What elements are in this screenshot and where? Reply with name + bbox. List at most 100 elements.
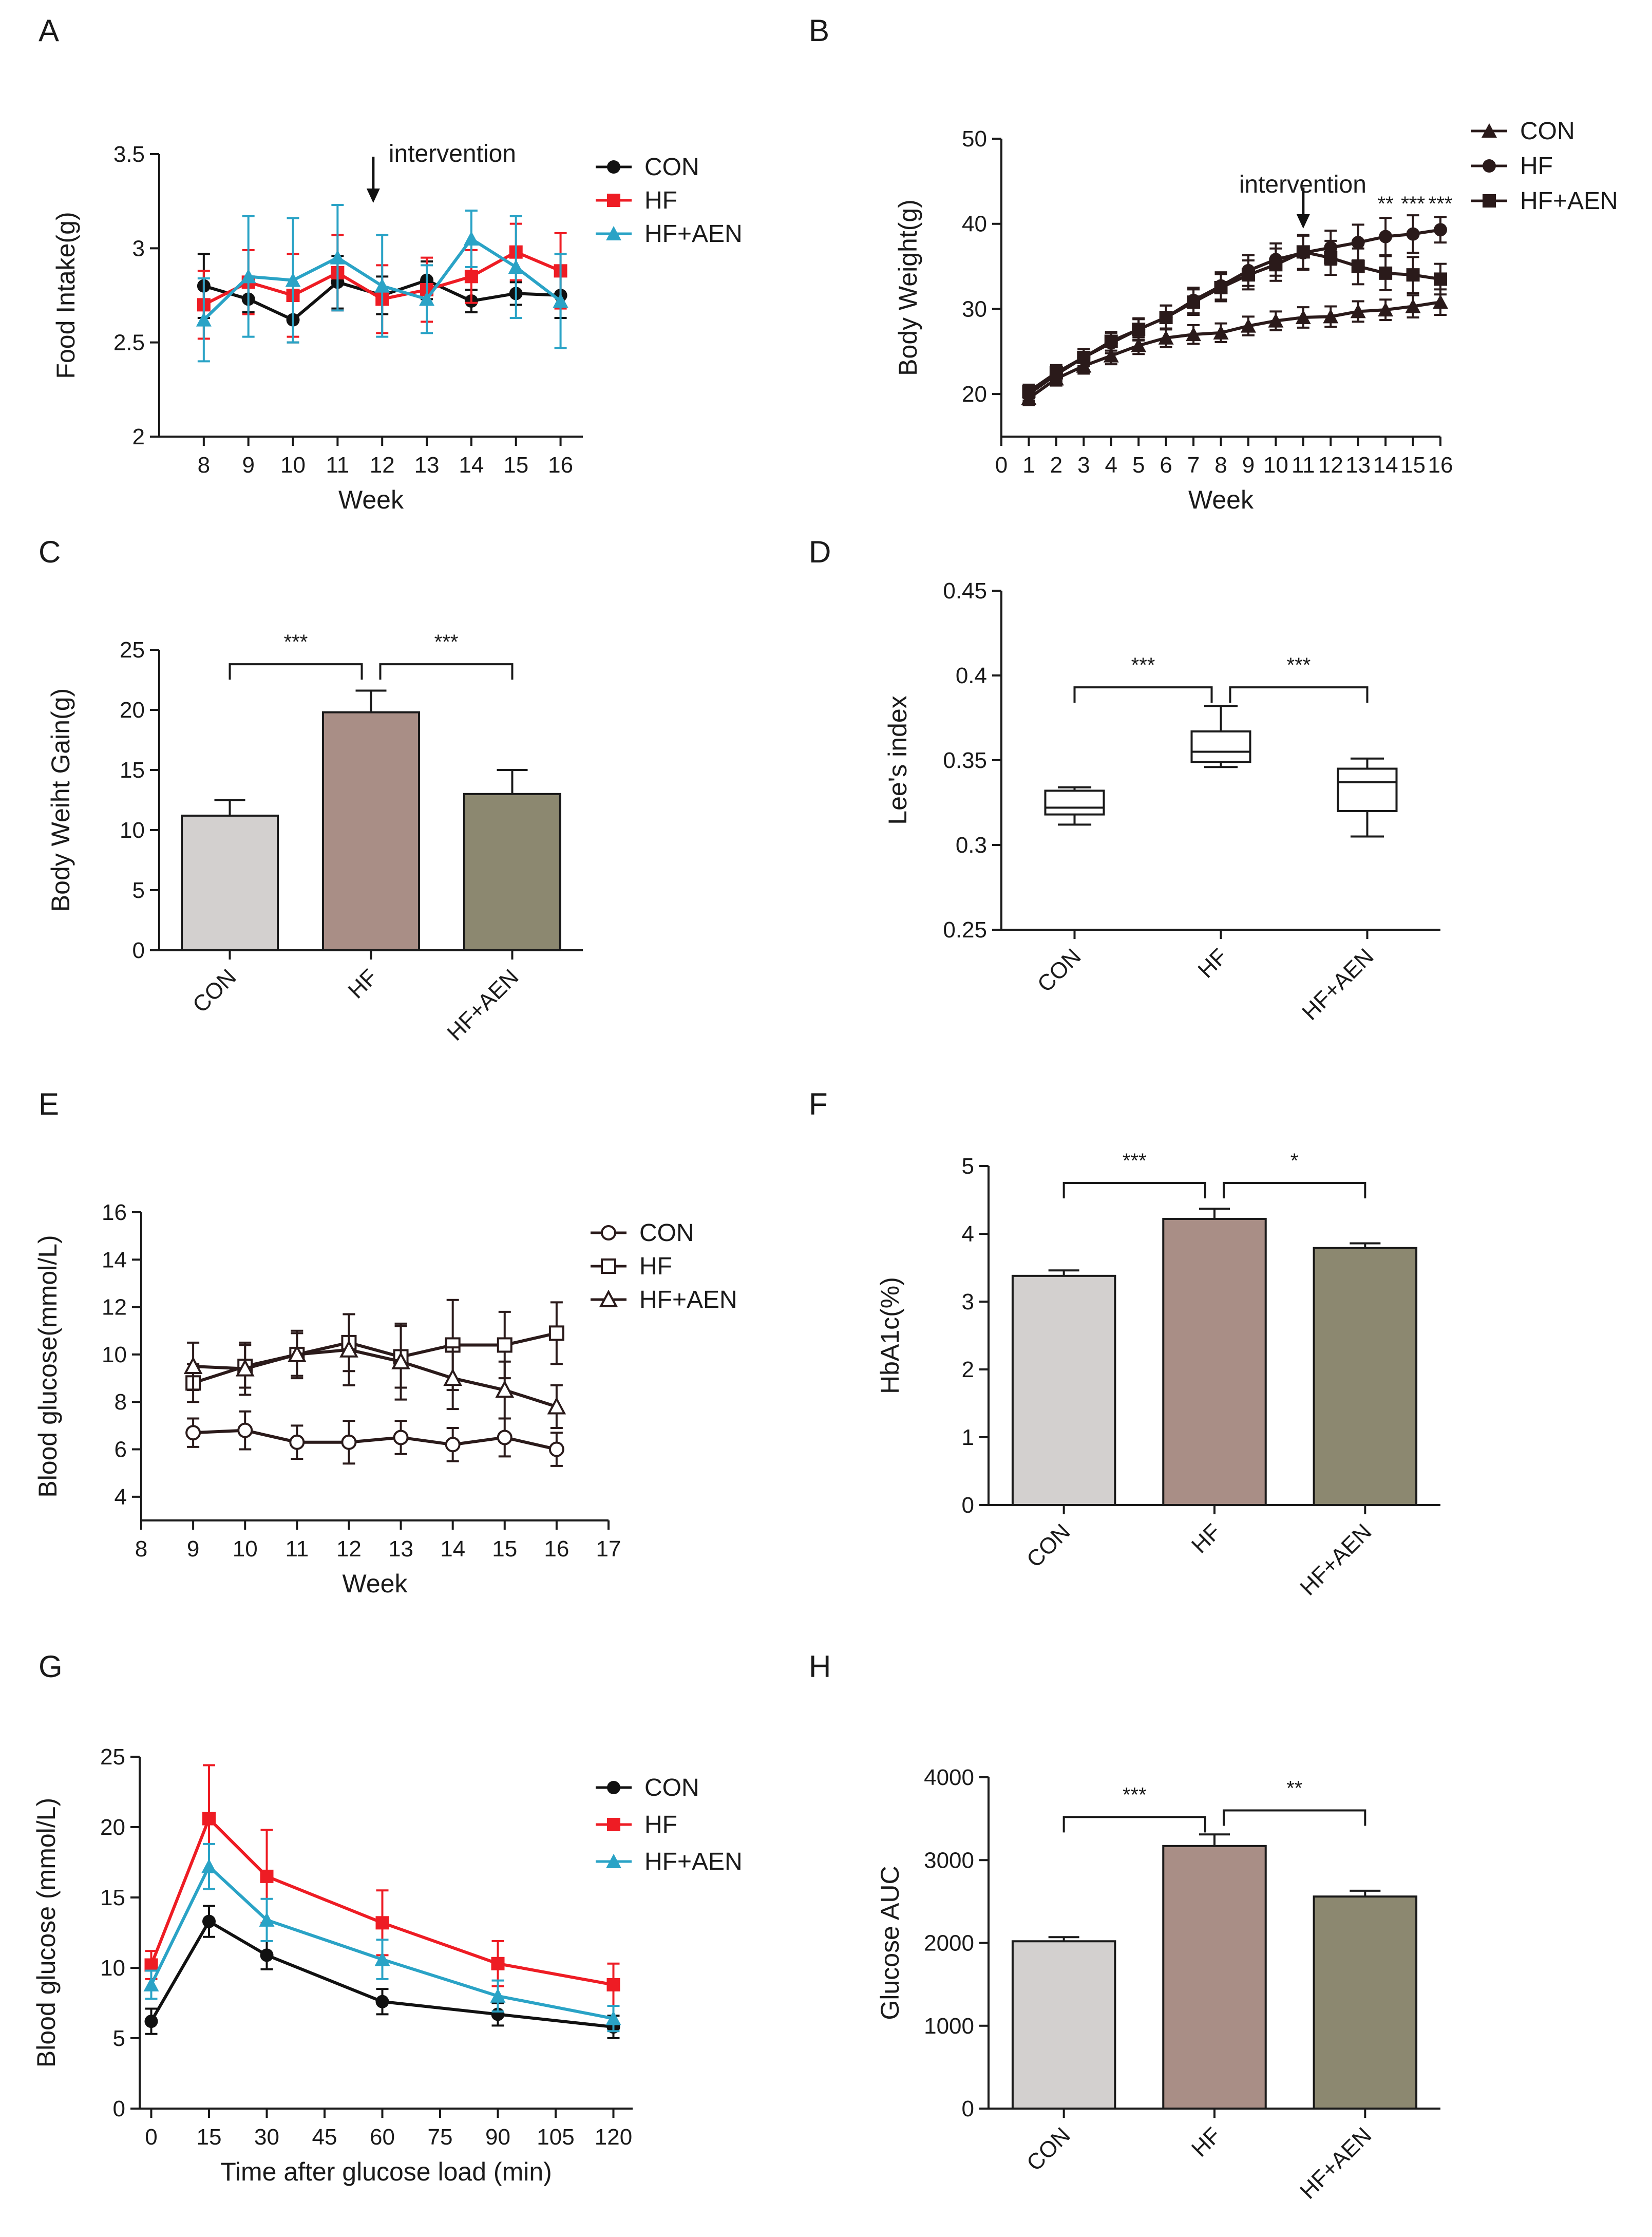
- x-category-label: CON: [1022, 2122, 1075, 2176]
- x-tick-label: 13: [388, 1536, 413, 1562]
- data-point: [374, 1951, 390, 1966]
- legend-marker: [607, 194, 620, 207]
- x-tick-label: 13: [414, 453, 440, 478]
- data-point: [606, 1978, 620, 1991]
- x-category-label: HF+AEN: [1295, 1519, 1376, 1600]
- x-tick-label: 11: [1292, 453, 1315, 478]
- x-tick-label: 15: [197, 2125, 222, 2150]
- significance-bracket: [1062, 1816, 1206, 1833]
- y-tick-label: 3.5: [113, 142, 145, 167]
- x-tick-label: 9: [187, 1536, 199, 1562]
- panel-letter-G: G: [39, 1649, 63, 1684]
- x-tick-label: 10: [233, 1536, 258, 1562]
- y-tick-label: 0: [132, 938, 145, 963]
- significance-label: ***: [1287, 654, 1311, 676]
- series-hf-aen: [183, 1313, 566, 1429]
- data-point: [1434, 223, 1447, 237]
- legend-marker: [1483, 159, 1496, 173]
- y-tick-label: 3: [132, 236, 145, 261]
- data-point: [374, 278, 390, 293]
- y-tick-label: 0.35: [943, 748, 987, 773]
- legend-label: HF: [639, 1253, 672, 1280]
- significance-bracket: [1223, 1809, 1366, 1826]
- data-point: [443, 1368, 463, 1386]
- x-tick-label: 14: [459, 453, 484, 478]
- data-point: [1379, 230, 1393, 243]
- y-tick-label: 16: [102, 1200, 127, 1225]
- y-tick-label: 8: [115, 1389, 127, 1415]
- x-tick-label: 2: [1050, 453, 1062, 478]
- y-tick-label: 0: [113, 2096, 125, 2121]
- box-plot: [1190, 705, 1251, 768]
- y-tick-label: 0.3: [956, 833, 987, 858]
- y-axis-title: Body Weiht Gain(g): [46, 688, 75, 912]
- data-point: [289, 1434, 305, 1450]
- x-tick-label: 10: [1263, 453, 1288, 478]
- data-point: [185, 1425, 201, 1441]
- legend-label: CON: [644, 1774, 699, 1801]
- series-line: [193, 1331, 557, 1385]
- data-point: [183, 1356, 203, 1374]
- data-point: [202, 1914, 216, 1928]
- x-tick-label: 14: [1373, 453, 1398, 478]
- data-point: [1269, 258, 1283, 272]
- bar: [1162, 1845, 1267, 2110]
- x-tick-label: 0: [995, 453, 1008, 478]
- data-point: [339, 1340, 358, 1358]
- panel-letter-D: D: [809, 535, 831, 569]
- x-axis-title: Week: [338, 485, 404, 514]
- significance-label: ***: [1123, 1783, 1147, 1806]
- data-point: [1240, 318, 1256, 333]
- data-point: [143, 1977, 159, 1991]
- y-tick-label: 15: [120, 758, 145, 783]
- y-tick-label: 2: [962, 1357, 974, 1382]
- y-tick-label: 4000: [924, 1765, 974, 1790]
- data-point: [1378, 302, 1394, 317]
- x-category-label: HF+AEN: [1295, 2122, 1376, 2204]
- y-tick-label: 30: [962, 296, 987, 322]
- legend-marker: [607, 1818, 620, 1831]
- data-point: [202, 1812, 216, 1826]
- panel-letter-F: F: [809, 1087, 828, 1121]
- x-tick-label: 45: [312, 2125, 337, 2150]
- data-point: [1296, 245, 1310, 259]
- y-axis-title: Glucose AUC: [876, 1866, 904, 2020]
- x-tick-label: 14: [440, 1536, 465, 1562]
- data-point: [497, 1337, 512, 1353]
- data-point: [285, 272, 301, 287]
- x-tick-label: 120: [595, 2125, 632, 2150]
- data-point: [605, 2010, 621, 2025]
- data-point: [1323, 309, 1339, 324]
- intervention-label: intervention: [389, 140, 516, 167]
- data-point: [1295, 310, 1311, 324]
- series-hf-aen: [1022, 234, 1447, 400]
- legend-label: HF+AEN: [644, 220, 743, 248]
- y-tick-label: 3: [962, 1289, 974, 1314]
- data-point: [1433, 294, 1448, 309]
- significance-label: **: [1378, 193, 1394, 215]
- data-point: [1268, 313, 1284, 328]
- y-tick-label: 2.5: [113, 330, 145, 355]
- y-tick-label: 2000: [924, 1931, 974, 1956]
- data-point: [1241, 268, 1255, 282]
- x-category-label: HF: [343, 964, 382, 1003]
- series-line: [1028, 228, 1441, 396]
- legend-label: HF+AEN: [1520, 187, 1618, 215]
- y-tick-label: 0: [962, 1493, 974, 1518]
- data-point: [508, 259, 524, 274]
- y-tick-label: 2: [132, 424, 145, 449]
- box-plot: [1337, 757, 1398, 838]
- data-point: [497, 1430, 512, 1445]
- panel-A: 2 2.5 3 3.5 Food Intake(g) 8 9 10 11 12 13 14 15 16 We…: [51, 140, 743, 514]
- data-point: [144, 1958, 158, 1972]
- data-point: [547, 1397, 566, 1415]
- series-line: [193, 1348, 557, 1408]
- data-point: [240, 269, 256, 284]
- data-point: [391, 1351, 410, 1369]
- data-point: [548, 1325, 564, 1341]
- y-tick-label: 0: [962, 2096, 974, 2121]
- legend-marker: [601, 1258, 616, 1274]
- x-category-label: CON: [1022, 1519, 1075, 1572]
- x-tick-label: 12: [370, 453, 395, 478]
